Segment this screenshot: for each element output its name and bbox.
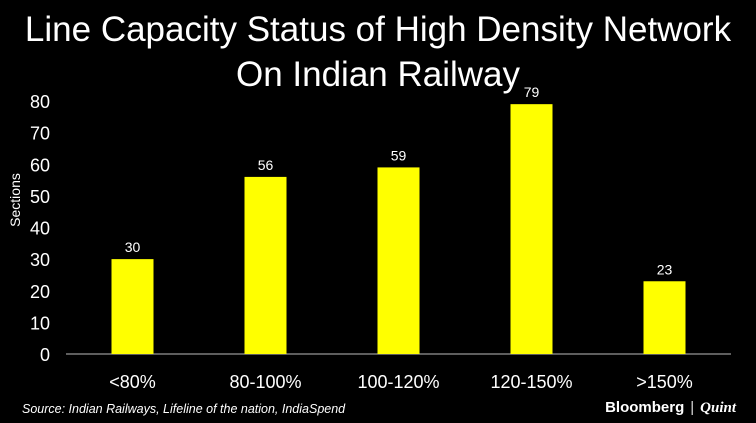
- chart-title-line-1: Line Capacity Status of High Density Net…: [24, 10, 732, 49]
- y-tick-label: 40: [30, 219, 50, 239]
- bar-1: [244, 176, 287, 354]
- x-tick-label: 120-150%: [490, 372, 572, 392]
- data-label: 30: [125, 239, 141, 255]
- data-label: 56: [258, 157, 274, 173]
- chart-title-line-2: On Indian Railway: [235, 55, 521, 94]
- y-tick-label: 30: [30, 250, 50, 270]
- y-tick-label: 70: [30, 124, 50, 144]
- x-tick-label: <80%: [109, 372, 156, 392]
- data-label: 23: [657, 261, 673, 277]
- data-label: 59: [391, 147, 407, 163]
- y-tick-label: 60: [30, 155, 50, 175]
- y-tick-label: 80: [30, 92, 50, 112]
- x-tick-label: >150%: [636, 372, 693, 392]
- source-note: Source: Indian Railways, Lifeline of the…: [22, 402, 346, 416]
- bar-2: [377, 167, 420, 354]
- y-tick-label: 50: [30, 187, 50, 207]
- x-tick-label: 100-120%: [357, 372, 439, 392]
- bar-3: [510, 104, 553, 354]
- y-tick-label: 10: [30, 313, 50, 333]
- y-tick-label: 20: [30, 282, 50, 302]
- data-label: 79: [524, 84, 540, 100]
- logo-quint: Quint: [700, 400, 736, 416]
- bar-0: [111, 259, 154, 354]
- logo-separator: |: [690, 399, 695, 416]
- bloomberg-quint-logo: Bloomberg | Quint: [605, 399, 736, 417]
- bar-4: [643, 281, 686, 354]
- y-tick-label: 0: [40, 345, 50, 365]
- y-axis-label: Sections: [7, 173, 23, 227]
- logo-bloomberg: Bloomberg: [605, 399, 685, 416]
- x-tick-label: 80-100%: [229, 372, 301, 392]
